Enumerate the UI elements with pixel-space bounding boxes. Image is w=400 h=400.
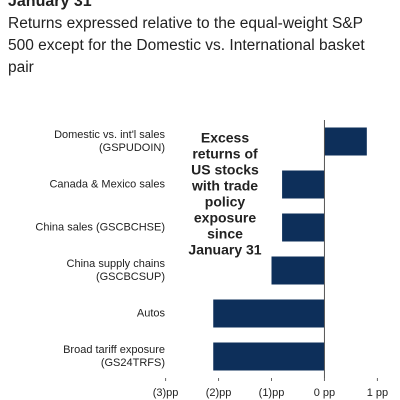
annotation: US stocks xyxy=(191,162,259,178)
label-line: (GS24TRFS) xyxy=(101,357,165,369)
bar xyxy=(271,256,325,285)
annotation: January 31 xyxy=(188,242,261,258)
x-tick-label: (3)pp xyxy=(153,387,179,399)
bar xyxy=(213,342,325,371)
bar xyxy=(324,127,367,156)
label-line: (GSPUDOIN) xyxy=(99,142,165,154)
annotation: policy xyxy=(205,194,246,210)
x-tick-label: (2)pp xyxy=(206,387,232,399)
y-tick-label: China sales (GSCBCHSE) xyxy=(35,221,165,233)
x-tick-label: 1 pp xyxy=(367,387,388,399)
y-tick-label: Broad tariff exposure (GS24TRFS) xyxy=(63,344,165,369)
bar xyxy=(282,213,325,242)
annotation: Excess xyxy=(201,130,249,146)
subtitle: 500 except for the Domestic vs. Internat… xyxy=(8,37,365,54)
y-tick-label: Autos xyxy=(137,307,166,319)
annotation: since xyxy=(207,226,243,242)
subtitle: Returns expressed relative to the equal-… xyxy=(8,15,363,32)
bar xyxy=(213,299,325,328)
label-line: Broad tariff exposure xyxy=(63,344,165,356)
label-line: (GSCBCSUP) xyxy=(96,271,165,283)
y-tick-label: China supply chains (GSCBCSUP) xyxy=(67,258,166,283)
label-line: China supply chains xyxy=(67,258,166,270)
label-line: Domestic vs. int'l sales xyxy=(54,129,165,141)
y-tick-label: Domestic vs. int'l sales (GSPUDOIN) xyxy=(54,129,165,154)
x-tick-label: 0 pp xyxy=(314,387,335,399)
annotation: exposure xyxy=(194,210,256,226)
annotation: returns of xyxy=(192,146,258,162)
y-tick-label: Canada & Mexico sales xyxy=(49,178,165,190)
chart-title: January 31 xyxy=(8,0,92,10)
bar xyxy=(282,170,325,199)
annotation: with trade xyxy=(191,178,258,194)
x-tick-label: (1)pp xyxy=(259,387,285,399)
subtitle: pair xyxy=(8,59,34,76)
